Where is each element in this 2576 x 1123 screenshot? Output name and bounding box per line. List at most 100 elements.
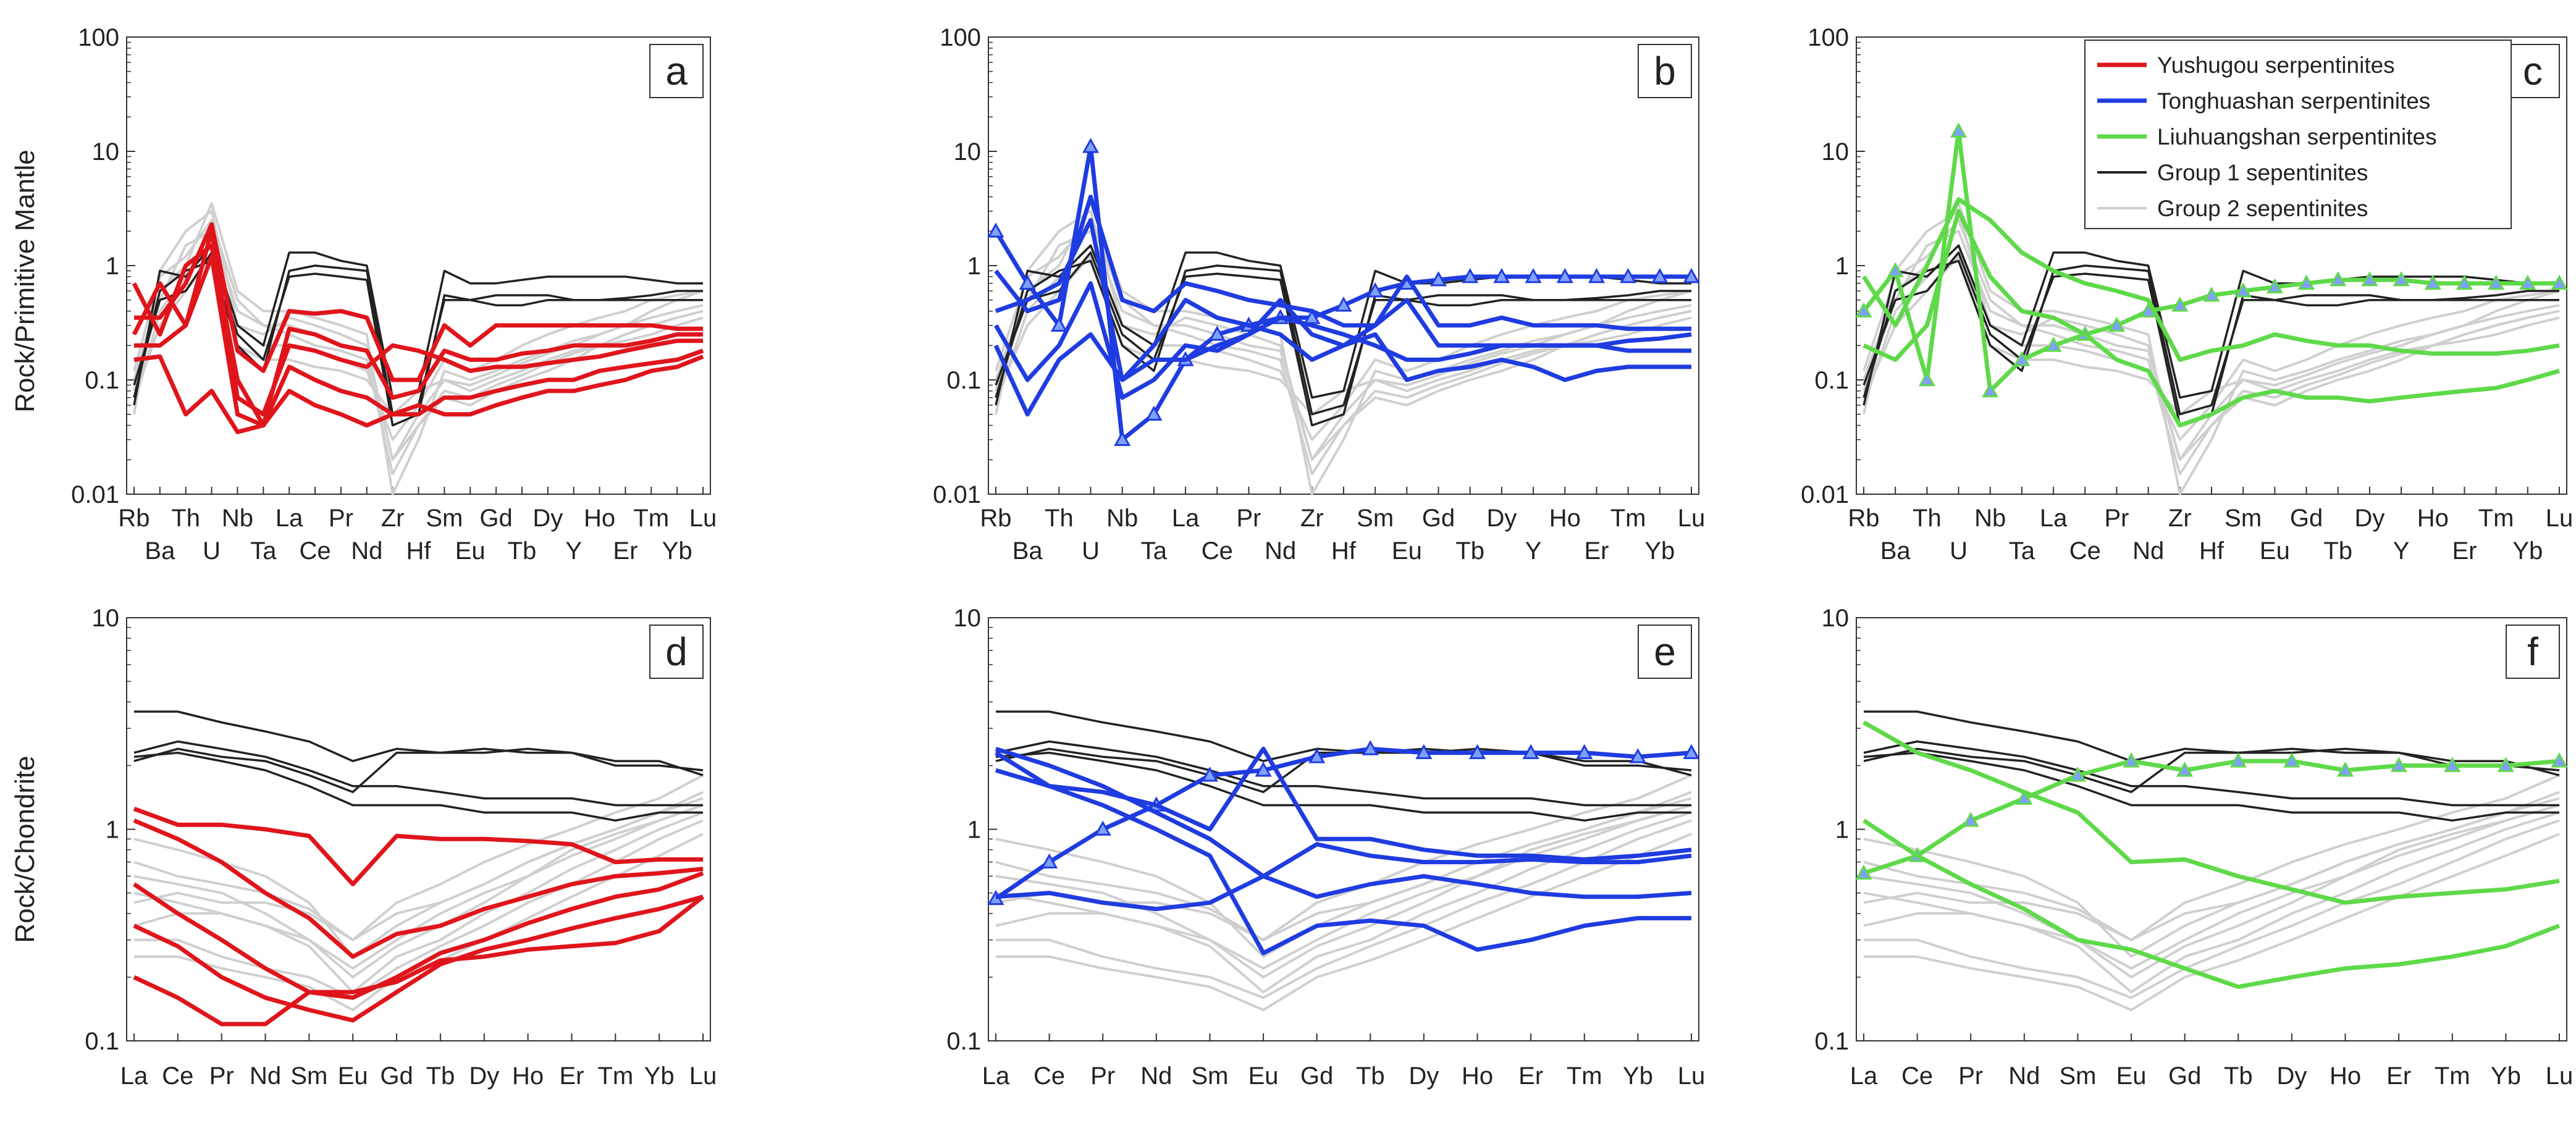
- x-tick-label: Ce: [1202, 537, 1233, 565]
- group2-line: [1864, 819, 2560, 999]
- x-tick-label: Th: [1045, 505, 1074, 532]
- x-tick-label: Ce: [1033, 1062, 1065, 1090]
- series-marker: [2497, 757, 2514, 772]
- series-marker: [1629, 748, 1646, 763]
- x-tick-label: Tm: [633, 505, 669, 532]
- group2-line: [996, 833, 1692, 1011]
- series-line: [134, 222, 703, 382]
- x-tick-label: Sm: [1191, 1062, 1228, 1090]
- series-line: [133, 894, 704, 1023]
- panel-letter-box: [2506, 44, 2560, 98]
- group2-line: [1863, 804, 2560, 978]
- x-tick-label: Nd: [2008, 1062, 2040, 1090]
- series-marker: [1201, 766, 1219, 782]
- x-tick-label: Ce: [1901, 1062, 1933, 1090]
- series-line: [133, 354, 704, 434]
- series-line: [995, 746, 1692, 901]
- x-tick-label: Hf: [406, 537, 432, 565]
- series-line: [995, 746, 1692, 878]
- x-tick-label: Sm: [290, 1062, 327, 1090]
- x-tick-label: Gd: [2168, 1062, 2201, 1090]
- x-tick-label: U: [1082, 537, 1100, 565]
- x-tick-label: Tm: [1567, 1062, 1602, 1090]
- panel-letter-box: [1638, 625, 1692, 679]
- x-tick-label: Lu: [1678, 505, 1706, 532]
- x-tick-label: Tb: [1455, 537, 1484, 565]
- y-tick-label: 100: [940, 24, 981, 51]
- y-tick-label: 1: [106, 253, 119, 280]
- series-line: [1863, 818, 2561, 990]
- x-tick-label: Er: [2452, 537, 2477, 565]
- series-marker: [2330, 271, 2347, 287]
- series-marker: [2176, 761, 2194, 777]
- x-tick-label: Tb: [1356, 1062, 1385, 1090]
- x-tick-label: Rb: [1848, 505, 1879, 532]
- series-line: [1863, 209, 2560, 428]
- x-tick-label: Tb: [2224, 1062, 2253, 1090]
- x-tick-label: Ce: [299, 537, 330, 565]
- x-tick-label: Er: [1518, 1062, 1543, 1090]
- x-tick-label: Tb: [2323, 537, 2352, 565]
- group1-line: [133, 747, 704, 793]
- group1-line: [134, 710, 704, 776]
- panel-letter-box: [649, 44, 704, 98]
- series-marker: [1683, 267, 1700, 284]
- group2-line: [996, 819, 1692, 999]
- series-line: [1863, 759, 2560, 875]
- group1-line: [1863, 740, 2559, 807]
- series-marker: [2361, 271, 2378, 287]
- plot-frame: [988, 617, 1699, 1041]
- y-tick-label: 0.1: [85, 367, 119, 394]
- legend-label: Group 2 sepentinites: [2157, 196, 2368, 221]
- x-tick-label: Ba: [145, 537, 175, 565]
- group2-line: [1864, 833, 2560, 1011]
- x-tick-label: Ta: [1141, 537, 1168, 565]
- y-tick-label: 0.01: [1801, 481, 1849, 508]
- x-tick-label: Gd: [2290, 505, 2323, 532]
- series-marker: [1588, 267, 1606, 284]
- x-tick-label: Dy: [532, 505, 563, 532]
- x-tick-label: Ho: [512, 1062, 544, 1090]
- y-tick-label: 1: [967, 253, 981, 280]
- series-marker: [2171, 297, 2189, 312]
- x-tick-label: Tm: [1610, 505, 1646, 532]
- series-marker: [1082, 138, 1100, 153]
- group1-line: [133, 740, 703, 807]
- x-tick-label: Dy: [2354, 505, 2384, 532]
- x-tick-label: Y: [2393, 537, 2410, 565]
- x-tick-label: La: [1850, 1062, 1878, 1090]
- y-axis-label-top: Rock/Primitive Mantle: [10, 149, 40, 412]
- series-marker: [2297, 274, 2315, 290]
- series-marker: [2444, 757, 2461, 772]
- x-tick-label: Ho: [1549, 505, 1581, 532]
- x-tick-label: La: [982, 1062, 1010, 1090]
- series-line: [994, 195, 1691, 331]
- x-tick-label: Gd: [479, 505, 512, 532]
- x-tick-label: U: [203, 537, 221, 565]
- x-tick-label: Rb: [118, 505, 149, 532]
- x-tick-label: Lu: [689, 505, 717, 532]
- series-line: [994, 144, 1691, 442]
- x-tick-label: U: [1950, 537, 1968, 565]
- x-tick-label: Dy: [1408, 1062, 1439, 1090]
- x-tick-label: Pr: [209, 1062, 234, 1090]
- legend-label: Group 1 sepentinites: [2157, 160, 2368, 185]
- series-marker: [1145, 405, 1163, 421]
- x-tick-label: Eu: [338, 1062, 368, 1090]
- x-tick-label: Lu: [689, 1062, 717, 1090]
- x-tick-label: Eu: [2260, 537, 2290, 565]
- x-tick-label: Yb: [1644, 537, 1675, 565]
- x-tick-label: Tm: [2478, 505, 2514, 532]
- panel-f: 0.1 1 10 La Ce Pr Nd Sm Eu Gd Tb Dy Ho Er Tm Yb Lu f: [1814, 605, 2573, 1090]
- y-tick-label: 1: [967, 817, 981, 844]
- x-tick-label: Rb: [980, 505, 1011, 532]
- series-line: [993, 281, 1692, 400]
- group2-line: [134, 819, 704, 999]
- series-marker: [1576, 744, 1593, 759]
- x-tick-label: Er: [559, 1062, 584, 1090]
- x-tick-label: Nd: [1265, 537, 1296, 565]
- series-marker: [2203, 286, 2220, 302]
